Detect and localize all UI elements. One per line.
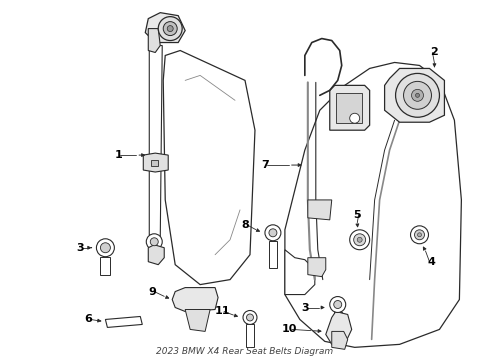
Polygon shape xyxy=(332,332,348,349)
Circle shape xyxy=(330,297,346,312)
Polygon shape xyxy=(149,45,162,240)
Circle shape xyxy=(167,26,173,32)
Polygon shape xyxy=(148,245,164,265)
Polygon shape xyxy=(269,241,277,268)
Text: 3: 3 xyxy=(301,302,309,312)
Polygon shape xyxy=(285,250,315,294)
Polygon shape xyxy=(145,13,185,42)
Polygon shape xyxy=(151,160,158,166)
Text: 10: 10 xyxy=(282,324,297,334)
Polygon shape xyxy=(308,200,332,220)
Polygon shape xyxy=(285,62,462,347)
Text: 3: 3 xyxy=(76,243,84,253)
Circle shape xyxy=(243,310,257,324)
Text: 8: 8 xyxy=(241,220,249,230)
Text: 9: 9 xyxy=(148,287,156,297)
Polygon shape xyxy=(326,311,352,345)
Text: 5: 5 xyxy=(353,210,361,220)
Polygon shape xyxy=(100,257,110,275)
Circle shape xyxy=(350,230,369,250)
Text: 2: 2 xyxy=(431,48,439,58)
Circle shape xyxy=(150,238,158,246)
Circle shape xyxy=(269,229,277,237)
Circle shape xyxy=(246,314,253,321)
Circle shape xyxy=(354,234,366,246)
Polygon shape xyxy=(308,258,326,276)
Polygon shape xyxy=(143,153,168,172)
Circle shape xyxy=(158,17,182,41)
Polygon shape xyxy=(246,324,254,347)
Text: 6: 6 xyxy=(84,314,93,324)
Circle shape xyxy=(163,22,177,36)
Circle shape xyxy=(334,301,342,309)
Polygon shape xyxy=(172,288,218,311)
Text: 1: 1 xyxy=(115,150,122,160)
Polygon shape xyxy=(185,310,210,332)
Circle shape xyxy=(357,237,362,242)
Circle shape xyxy=(404,81,432,109)
Circle shape xyxy=(411,226,428,244)
Polygon shape xyxy=(385,68,444,122)
Circle shape xyxy=(97,239,114,257)
Text: 11: 11 xyxy=(214,306,230,316)
Polygon shape xyxy=(105,316,142,328)
Circle shape xyxy=(147,234,162,250)
Circle shape xyxy=(417,233,421,237)
Polygon shape xyxy=(163,50,255,285)
Polygon shape xyxy=(330,85,369,130)
Circle shape xyxy=(265,225,281,241)
Polygon shape xyxy=(334,312,342,337)
Circle shape xyxy=(395,73,440,117)
Text: 4: 4 xyxy=(428,257,436,267)
Circle shape xyxy=(412,89,423,101)
Circle shape xyxy=(350,113,360,123)
Circle shape xyxy=(415,230,424,240)
Polygon shape xyxy=(336,93,362,123)
Polygon shape xyxy=(385,88,410,115)
Polygon shape xyxy=(148,28,160,53)
Circle shape xyxy=(416,93,419,97)
Text: 2023 BMW X4 Rear Seat Belts Diagram: 2023 BMW X4 Rear Seat Belts Diagram xyxy=(156,347,334,356)
Circle shape xyxy=(100,243,110,253)
Text: 7: 7 xyxy=(261,160,269,170)
